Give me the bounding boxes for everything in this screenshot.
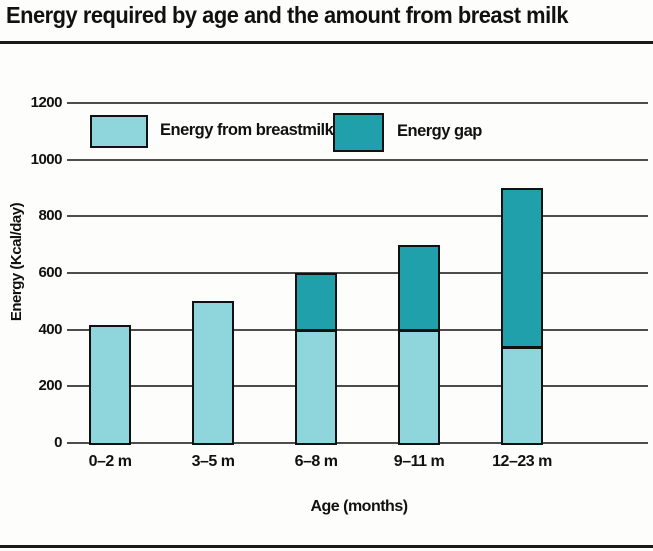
bar-segment-breastmilk	[295, 329, 337, 445]
bar-segment-energy-gap	[501, 188, 543, 348]
x-tick-label: 12–23 m	[492, 453, 552, 470]
y-tick-label-800: 800	[38, 207, 62, 225]
gridline-600	[67, 272, 648, 274]
x-tick-label: 0–2 m	[88, 453, 132, 470]
x-tick-label: 9–11 m	[393, 453, 445, 470]
y-tick-label-0: 0	[54, 434, 62, 451]
gridline-1000	[67, 158, 648, 161]
bottom-border-line	[0, 545, 653, 548]
x-tick-label: 3–5 m	[191, 453, 235, 470]
gridline-0	[67, 442, 648, 444]
bar-segment-energy-gap	[398, 244, 440, 331]
bar-segment-energy-gap	[295, 273, 337, 331]
bar-segment-breastmilk	[89, 325, 131, 445]
title-divider-line	[0, 41, 653, 44]
y-tick-label-400: 400	[38, 320, 62, 338]
gridline-400	[67, 328, 648, 331]
y-tick-label-200: 200	[38, 377, 62, 395]
y-tick-label-1000: 1000	[30, 150, 63, 168]
legend-label-breastmilk: Energy from breastmilk	[160, 121, 334, 139]
legend-swatch-breastmilk	[90, 115, 148, 148]
gridline-800	[67, 215, 648, 218]
bar-segment-breastmilk	[398, 329, 440, 445]
bar-segment-breastmilk	[501, 346, 543, 445]
legend-swatch-energy-gap	[333, 113, 384, 152]
y-tick-label-600: 600	[38, 264, 62, 281]
y-tick-label-1200: 1200	[30, 94, 63, 111]
gridline-200	[67, 385, 648, 388]
bar-segment-breastmilk	[192, 301, 234, 445]
gridline-1200	[67, 102, 648, 104]
chart-title: Energy required by age and the amount fr…	[6, 2, 569, 28]
x-tick-label: 6–8 m	[294, 453, 338, 470]
legend-label-energy-gap: Energy gap	[397, 122, 482, 140]
x-axis-label: Age (months)	[310, 498, 408, 515]
